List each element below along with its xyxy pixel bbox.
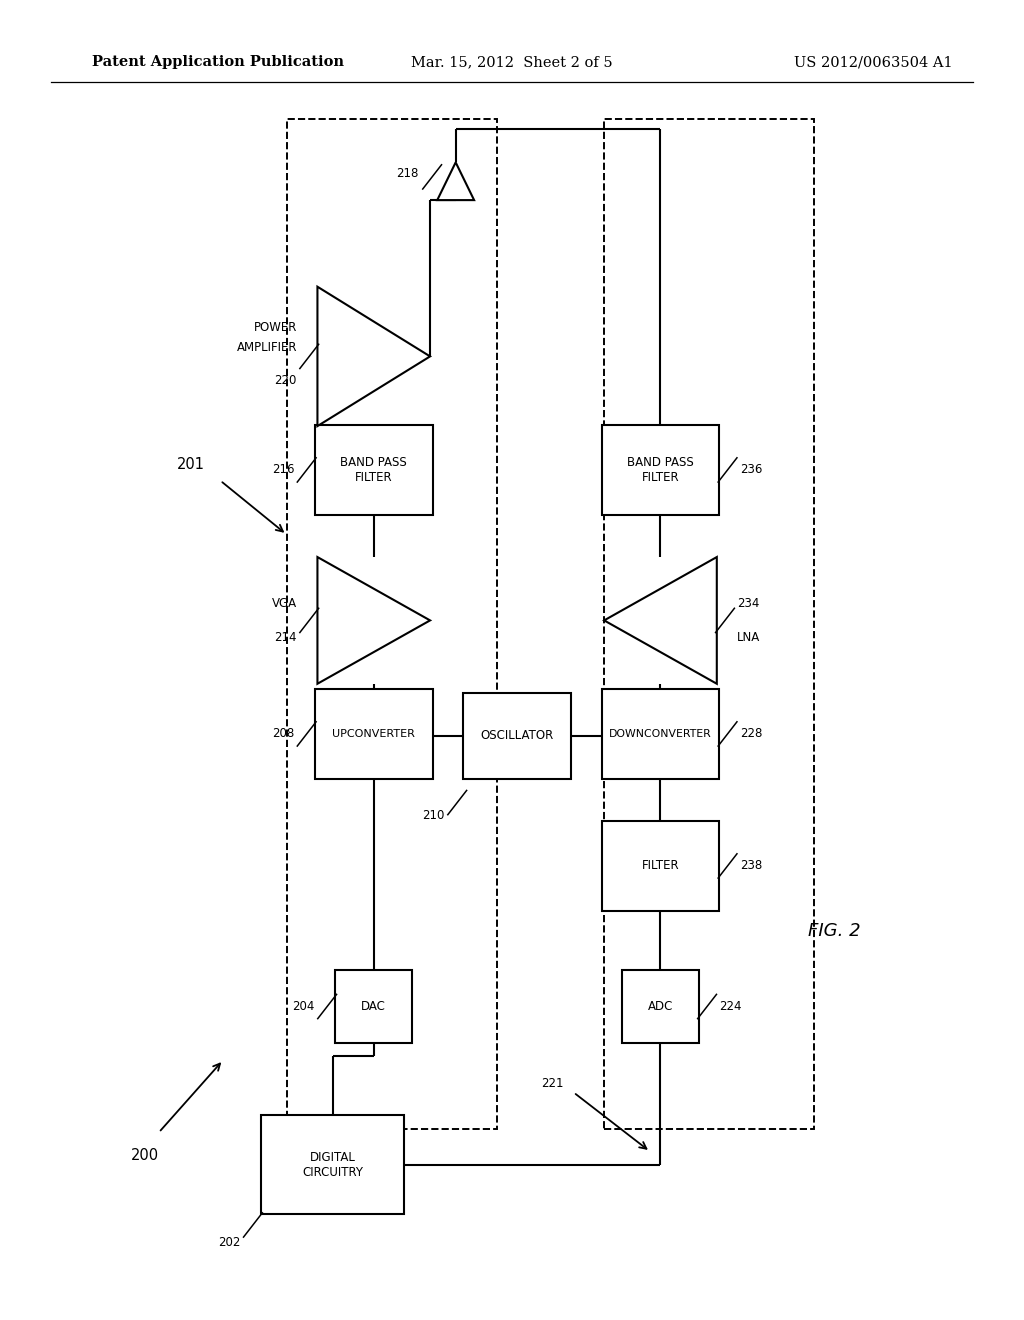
Text: 224: 224 — [719, 1001, 741, 1012]
Text: 221: 221 — [541, 1077, 563, 1089]
Text: 216: 216 — [272, 463, 295, 477]
Text: 200: 200 — [131, 1148, 160, 1163]
Text: 220: 220 — [274, 374, 297, 387]
Polygon shape — [604, 557, 717, 684]
Text: LNA: LNA — [737, 631, 761, 644]
Text: 228: 228 — [739, 727, 762, 741]
Text: 201: 201 — [177, 457, 205, 473]
Bar — [315, 425, 432, 515]
Text: VGA: VGA — [271, 597, 297, 610]
Text: BAND PASS
FILTER: BAND PASS FILTER — [627, 455, 694, 484]
Text: 208: 208 — [272, 727, 295, 741]
Bar — [623, 970, 698, 1043]
Text: Patent Application Publication: Patent Application Publication — [92, 55, 344, 69]
Polygon shape — [437, 162, 474, 201]
Polygon shape — [317, 286, 430, 426]
Text: 214: 214 — [274, 631, 297, 644]
Text: 236: 236 — [739, 463, 762, 477]
Text: 204: 204 — [293, 1001, 315, 1012]
Text: 202: 202 — [218, 1236, 241, 1249]
Bar — [602, 821, 719, 911]
Bar — [315, 689, 432, 779]
Polygon shape — [317, 557, 430, 684]
Text: 210: 210 — [423, 809, 444, 822]
Bar — [602, 425, 719, 515]
Text: UPCONVERTER: UPCONVERTER — [333, 729, 415, 739]
Text: ADC: ADC — [648, 1001, 673, 1012]
Text: 218: 218 — [396, 168, 419, 181]
Text: OSCILLATOR: OSCILLATOR — [480, 730, 554, 742]
Bar — [604, 119, 814, 1129]
Text: DOWNCONVERTER: DOWNCONVERTER — [609, 729, 712, 739]
Text: DAC: DAC — [361, 1001, 386, 1012]
Bar — [287, 119, 497, 1129]
Text: FIG. 2: FIG. 2 — [808, 921, 861, 940]
Bar — [602, 689, 719, 779]
Text: AMPLIFIER: AMPLIFIER — [237, 341, 297, 354]
Bar — [463, 693, 571, 779]
Text: 234: 234 — [737, 597, 760, 610]
Text: 238: 238 — [739, 859, 762, 873]
Text: US 2012/0063504 A1: US 2012/0063504 A1 — [794, 55, 952, 69]
Text: FILTER: FILTER — [642, 859, 679, 873]
Bar — [336, 970, 412, 1043]
Text: POWER: POWER — [254, 321, 297, 334]
Text: DIGITAL
CIRCUITRY: DIGITAL CIRCUITRY — [302, 1151, 364, 1179]
Text: Mar. 15, 2012  Sheet 2 of 5: Mar. 15, 2012 Sheet 2 of 5 — [412, 55, 612, 69]
Bar — [261, 1115, 404, 1214]
Text: BAND PASS
FILTER: BAND PASS FILTER — [340, 455, 408, 484]
